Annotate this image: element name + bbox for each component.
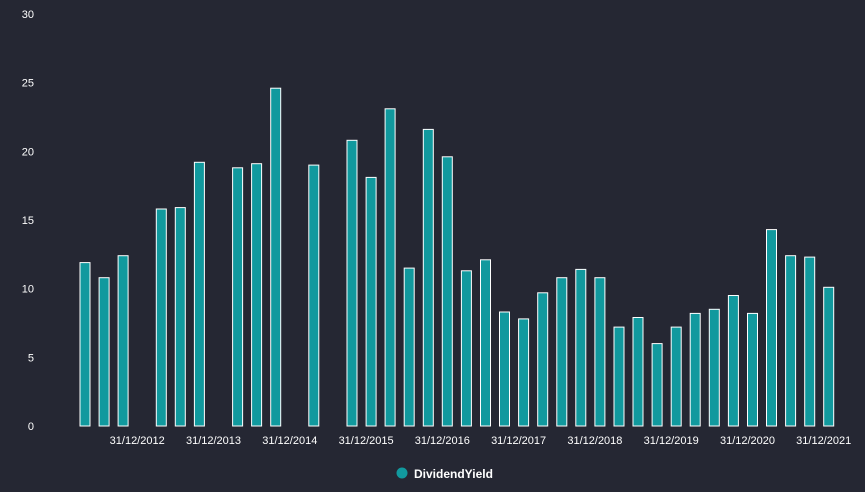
x-tick-label: 31/12/2020 bbox=[720, 435, 775, 447]
bar[interactable] bbox=[251, 163, 263, 427]
y-tick-label: 20 bbox=[22, 146, 34, 158]
y-tick-label: 5 bbox=[28, 352, 34, 364]
y-tick-label: 15 bbox=[22, 215, 34, 227]
bar[interactable] bbox=[365, 176, 377, 427]
bar[interactable] bbox=[480, 259, 491, 427]
bar[interactable] bbox=[460, 270, 472, 427]
bar[interactable] bbox=[575, 268, 587, 427]
x-tick-label: 31/12/2021 bbox=[796, 435, 851, 447]
bar[interactable] bbox=[384, 108, 396, 427]
bar[interactable] bbox=[308, 164, 320, 427]
bar[interactable] bbox=[804, 256, 816, 427]
bar[interactable] bbox=[441, 156, 453, 427]
bar[interactable] bbox=[79, 262, 91, 427]
bar[interactable] bbox=[632, 317, 644, 427]
x-tick-label: 31/12/2013 bbox=[186, 435, 241, 447]
bar[interactable] bbox=[537, 292, 549, 427]
x-tick-label: 31/12/2012 bbox=[110, 435, 165, 447]
bar[interactable] bbox=[747, 312, 758, 427]
bar[interactable] bbox=[117, 255, 129, 427]
legend-swatch-icon bbox=[396, 467, 408, 479]
bar[interactable] bbox=[651, 343, 663, 427]
bar[interactable] bbox=[270, 87, 282, 427]
bar[interactable] bbox=[518, 318, 530, 427]
x-tick-label: 31/12/2014 bbox=[262, 435, 317, 447]
x-tick-label: 31/12/2016 bbox=[415, 435, 470, 447]
y-axis: 0 5 10 15 20 25 30 bbox=[22, 9, 34, 433]
bar[interactable] bbox=[422, 128, 434, 427]
y-tick-label: 30 bbox=[22, 9, 34, 21]
legend-label: DividendYield bbox=[414, 467, 493, 481]
y-tick-label: 0 bbox=[28, 421, 34, 433]
x-tick-label: 31/12/2018 bbox=[567, 435, 622, 447]
bar[interactable] bbox=[727, 295, 739, 427]
bar[interactable] bbox=[98, 277, 110, 427]
bar[interactable] bbox=[155, 208, 167, 427]
bar[interactable] bbox=[823, 286, 835, 427]
x-tick-label: 31/12/2019 bbox=[644, 435, 699, 447]
x-tick-label: 31/12/2015 bbox=[339, 435, 394, 447]
bar[interactable] bbox=[670, 326, 682, 427]
bars bbox=[79, 87, 835, 427]
bar[interactable] bbox=[403, 267, 415, 427]
bar[interactable] bbox=[689, 312, 701, 427]
y-tick-label: 10 bbox=[22, 284, 34, 296]
x-tick-label: 31/12/2017 bbox=[491, 435, 546, 447]
bar[interactable] bbox=[785, 255, 797, 427]
x-axis: 31/12/2012 31/12/2013 31/12/2014 31/12/2015… bbox=[110, 435, 852, 447]
bar[interactable] bbox=[766, 229, 777, 427]
y-tick-label: 25 bbox=[22, 78, 34, 90]
legend[interactable]: DividendYield bbox=[396, 467, 493, 481]
bar[interactable] bbox=[613, 326, 625, 427]
bar[interactable] bbox=[499, 311, 510, 427]
bar[interactable] bbox=[193, 161, 205, 427]
bar[interactable] bbox=[232, 167, 244, 427]
bar[interactable] bbox=[174, 207, 186, 427]
bar[interactable] bbox=[346, 139, 358, 427]
bar[interactable] bbox=[708, 308, 720, 427]
bar[interactable] bbox=[594, 277, 606, 427]
bar[interactable] bbox=[556, 277, 568, 427]
